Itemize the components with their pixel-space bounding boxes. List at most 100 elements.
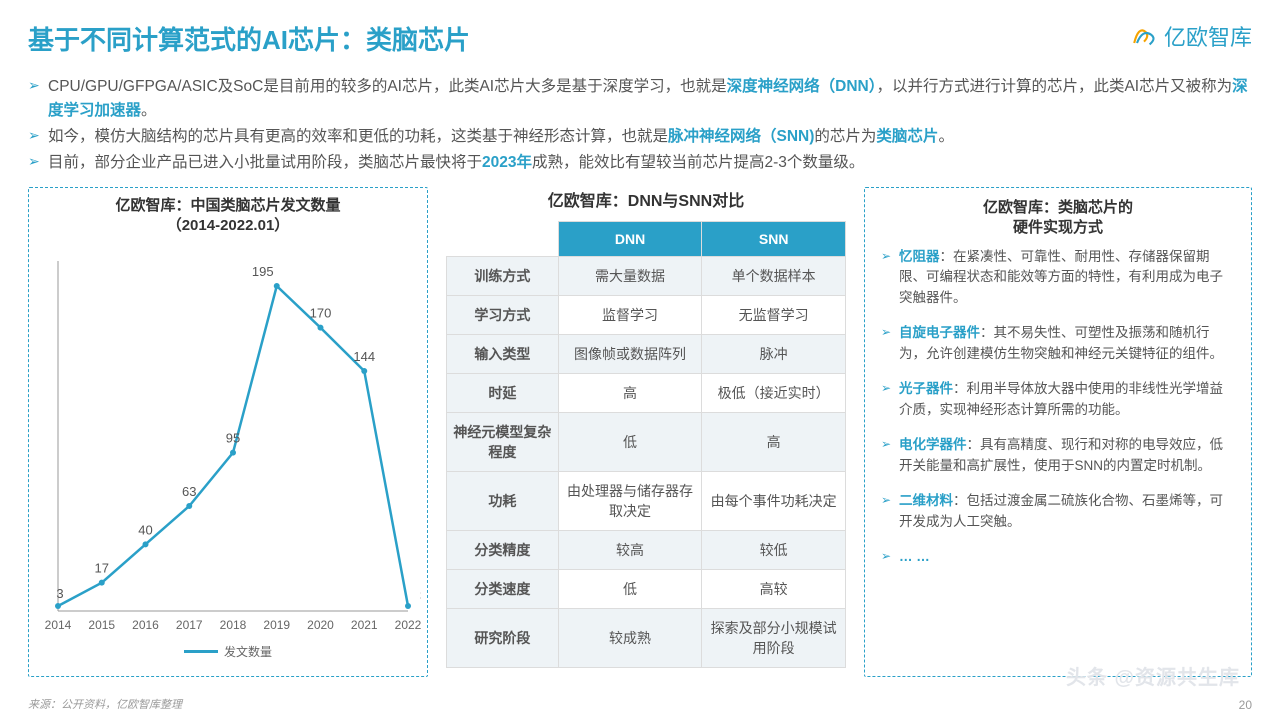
table-row: 时延高极低（接近实时）	[447, 374, 846, 413]
table-row: 学习方式监督学习无监督学习	[447, 296, 846, 335]
hardware-text: … …	[899, 547, 1235, 568]
brand-logo: 亿欧智库	[1130, 20, 1252, 52]
bullet-arrow-icon: ➢	[881, 379, 899, 421]
table-row-header: 学习方式	[447, 296, 559, 335]
logo-icon	[1130, 22, 1158, 50]
table-cell: 探索及部分小规模试用阶段	[702, 609, 846, 668]
legend-swatch	[184, 650, 218, 653]
table-cell: 由每个事件功耗决定	[702, 472, 846, 531]
table-cell: 单个数据样本	[702, 257, 846, 296]
svg-text:3: 3	[420, 588, 421, 603]
bullet-arrow-icon: ➢	[881, 323, 899, 365]
chart-box: 亿欧智库：中国类脑芯片发文数量 （2014-2022.01） 2014 2015 2…	[28, 187, 428, 677]
page-title: 基于不同计算范式的AI芯片：类脑芯片	[28, 20, 470, 57]
hardware-text: 自旋电子器件：其不易失性、可塑性及振荡和随机行为，允许创建模仿生物突触和神经元关…	[899, 323, 1235, 365]
svg-text:95: 95	[226, 431, 240, 446]
table-cell: 由处理器与储存器存取决定	[558, 472, 702, 531]
svg-text:17: 17	[95, 561, 109, 576]
bullet-text: 如今，模仿大脑结构的芯片具有更高的效率和更低的功耗，这类基于神经形态计算，也就是…	[48, 125, 1252, 149]
table-row-header: 训练方式	[447, 257, 559, 296]
hardware-text: 光子器件：利用半导体放大器中使用的非线性光学增益介质，实现神经形态计算所需的功能…	[899, 379, 1235, 421]
table-row: 输入类型图像帧或数据阵列脉冲	[447, 335, 846, 374]
table-col-header: SNN	[702, 222, 846, 257]
svg-text:2021: 2021	[351, 618, 378, 632]
svg-text:2019: 2019	[263, 618, 290, 632]
hardware-text: 二维材料：包括过渡金属二硫族化合物、石墨烯等，可开发成为人工突触。	[899, 491, 1235, 533]
svg-text:144: 144	[353, 349, 375, 364]
table-cell: 图像帧或数据阵列	[558, 335, 702, 374]
hardware-list: ➢忆阻器：在紧凑性、可靠性、耐用性、存储器保留期限、可编程状态和能效等方面的特性…	[881, 247, 1235, 568]
table-cell: 低	[558, 570, 702, 609]
source-note: 来源：公开资料，亿欧智库整理	[28, 696, 182, 712]
table-row-header: 神经元模型复杂程度	[447, 413, 559, 472]
hardware-title-line2: 硬件实现方式	[1013, 219, 1103, 236]
table-row: 研究阶段较成熟探索及部分小规模试用阶段	[447, 609, 846, 668]
svg-text:40: 40	[138, 522, 152, 537]
bullet-item: ➢CPU/GPU/GFPGA/ASIC及SoC是目前用的较多的AI芯片，此类AI…	[28, 75, 1252, 123]
table-cell: 高	[558, 374, 702, 413]
svg-text:2015: 2015	[88, 618, 115, 632]
svg-text:2014: 2014	[45, 618, 72, 632]
hardware-item: ➢二维材料：包括过渡金属二硫族化合物、石墨烯等，可开发成为人工突触。	[881, 491, 1235, 533]
content-row: 亿欧智库：中国类脑芯片发文数量 （2014-2022.01） 2014 2015 2…	[28, 187, 1252, 687]
table-cell: 高	[702, 413, 846, 472]
hardware-title: 亿欧智库：类脑芯片的 硬件实现方式	[881, 198, 1235, 239]
chart-legend: 发文数量	[35, 643, 421, 660]
page-number: 20	[1239, 698, 1252, 712]
logo-text: 亿欧智库	[1164, 20, 1252, 52]
table-row-header: 输入类型	[447, 335, 559, 374]
table-cell: 极低（接近实时）	[702, 374, 846, 413]
svg-text:2018: 2018	[220, 618, 247, 632]
hardware-item: ➢光子器件：利用半导体放大器中使用的非线性光学增益介质，实现神经形态计算所需的功…	[881, 379, 1235, 421]
bullet-text: CPU/GPU/GFPGA/ASIC及SoC是目前用的较多的AI芯片，此类AI芯…	[48, 75, 1252, 123]
table-cell: 较成熟	[558, 609, 702, 668]
legend-label: 发文数量	[224, 643, 272, 660]
table-cell: 低	[558, 413, 702, 472]
svg-text:2022: 2022	[395, 618, 421, 632]
hardware-item: ➢自旋电子器件：其不易失性、可塑性及振荡和随机行为，允许创建模仿生物突触和神经元…	[881, 323, 1235, 365]
table-panel: 亿欧智库：DNN与SNN对比 DNNSNN训练方式需大量数据单个数据样本学习方式…	[446, 187, 846, 687]
table-row: 分类精度较高较低	[447, 531, 846, 570]
table-row: 神经元模型复杂程度低高	[447, 413, 846, 472]
table-corner	[447, 222, 559, 257]
hardware-text: 忆阻器：在紧凑性、可靠性、耐用性、存储器保留期限、可编程状态和能效等方面的特性，…	[899, 247, 1235, 310]
table-cell: 需大量数据	[558, 257, 702, 296]
bullet-arrow-icon: ➢	[28, 151, 48, 175]
chart-panel: 亿欧智库：中国类脑芯片发文数量 （2014-2022.01） 2014 2015 2…	[28, 187, 428, 687]
table-row-header: 功耗	[447, 472, 559, 531]
table-row: 训练方式需大量数据单个数据样本	[447, 257, 846, 296]
watermark: 头条 @资源共生库	[1066, 661, 1240, 690]
bullet-arrow-icon: ➢	[28, 125, 48, 149]
table-cell: 监督学习	[558, 296, 702, 335]
table-cell: 较高	[558, 531, 702, 570]
bullet-item: ➢目前，部分企业产品已进入小批量试用阶段，类脑芯片最快将于2023年成熟，能效比…	[28, 151, 1252, 175]
hardware-item: ➢电化学器件：具有高精度、现行和对称的电导效应，低开关能量和高扩展性，使用于SN…	[881, 435, 1235, 477]
svg-text:170: 170	[310, 306, 332, 321]
table-row-header: 分类速度	[447, 570, 559, 609]
hardware-title-line1: 亿欧智库：类脑芯片的	[983, 199, 1133, 216]
table-cell: 无监督学习	[702, 296, 846, 335]
svg-text:2017: 2017	[176, 618, 203, 632]
bullet-text: 目前，部分企业产品已进入小批量试用阶段，类脑芯片最快将于2023年成熟，能效比有…	[48, 151, 1252, 175]
hardware-panel: 亿欧智库：类脑芯片的 硬件实现方式 ➢忆阻器：在紧凑性、可靠性、耐用性、存储器保…	[864, 187, 1252, 687]
table-cell: 较低	[702, 531, 846, 570]
table-cell: 脉冲	[702, 335, 846, 374]
table-col-header: DNN	[558, 222, 702, 257]
svg-text:3: 3	[56, 586, 63, 601]
bullet-arrow-icon: ➢	[881, 435, 899, 477]
bullet-arrow-icon: ➢	[28, 75, 48, 123]
comparison-table: DNNSNN训练方式需大量数据单个数据样本学习方式监督学习无监督学习输入类型图像…	[446, 221, 846, 668]
bullet-arrow-icon: ➢	[881, 247, 899, 310]
table-row-header: 分类精度	[447, 531, 559, 570]
table-row: 分类速度低高较	[447, 570, 846, 609]
bullet-arrow-icon: ➢	[881, 491, 899, 533]
line-chart: 2014201520162017201820192020202120223174…	[35, 241, 421, 641]
header-row: 基于不同计算范式的AI芯片：类脑芯片 亿欧智库	[28, 20, 1252, 57]
svg-text:2016: 2016	[132, 618, 159, 632]
svg-text:63: 63	[182, 484, 196, 499]
table-row: 功耗由处理器与储存器存取决定由每个事件功耗决定	[447, 472, 846, 531]
chart-title-line2: （2014-2022.01）	[167, 217, 290, 234]
hardware-item: ➢忆阻器：在紧凑性、可靠性、耐用性、存储器保留期限、可编程状态和能效等方面的特性…	[881, 247, 1235, 310]
chart-title: 亿欧智库：中国类脑芯片发文数量 （2014-2022.01）	[35, 196, 421, 235]
hardware-text: 电化学器件：具有高精度、现行和对称的电导效应，低开关能量和高扩展性，使用于SNN…	[899, 435, 1235, 477]
